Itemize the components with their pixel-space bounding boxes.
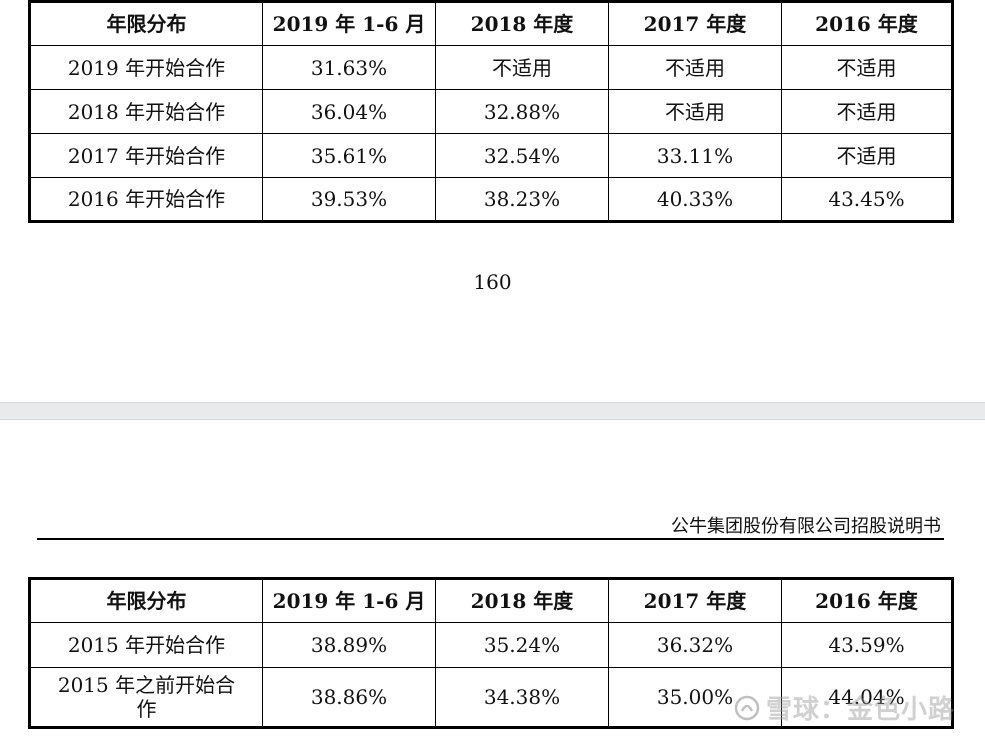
page-separator: [0, 402, 985, 420]
header-cell: 2018 年度: [435, 578, 609, 623]
table-cell: 39.53%: [262, 177, 436, 222]
table-cell: 32.54%: [435, 133, 609, 178]
table-cell: 33.11%: [608, 133, 782, 178]
table-cell: 不适用: [781, 89, 953, 134]
table-cell: 38.23%: [435, 177, 609, 222]
table-cell: 44.04%: [781, 667, 953, 728]
table-cell: 31.63%: [262, 45, 436, 90]
header-cell: 2016 年度: [781, 578, 953, 623]
table-cell: 不适用: [781, 45, 953, 90]
row-label: 2015 年之前开始合作: [29, 667, 263, 728]
table-header-row: 年限分布 2019 年 1-6 月 2018 年度 2017 年度 2016 年…: [29, 1, 953, 46]
snowball-logo-icon: [734, 695, 760, 720]
watermark: 雪球：金色小路: [734, 689, 955, 726]
row-label: 2016 年开始合作: [29, 177, 263, 222]
header-cell: 2019 年 1-6 月: [262, 578, 436, 623]
table-cell: 35.24%: [435, 622, 609, 668]
table-cell: 36.04%: [262, 89, 436, 134]
cooperation-ratio-table: 年限分布 2019 年 1-6 月 2018 年度 2017 年度 2016 年…: [28, 577, 954, 729]
header-cell: 2017 年度: [608, 1, 782, 46]
document-page-lower: 公牛集团股份有限公司招股说明书 年限分布 2019 年 1-6 月 2018 年…: [0, 420, 985, 740]
row-label: 2015 年开始合作: [29, 622, 263, 668]
table-row: 2015 年开始合作 38.89% 35.24% 36.32% 43.59%: [29, 622, 953, 668]
table-row: 2018 年开始合作 36.04% 32.88% 不适用 不适用: [29, 89, 953, 134]
table-row: 2015 年之前开始合作 38.86% 34.38% 35.00% 44.04%: [29, 667, 953, 728]
table-cell: 32.88%: [435, 89, 609, 134]
row-label: 2018 年开始合作: [29, 89, 263, 134]
watermark-text: 雪球：金色小路: [765, 695, 955, 725]
table-cell: 36.32%: [608, 622, 782, 668]
table-cell: 不适用: [608, 89, 782, 134]
table-cell: 不适用: [781, 133, 953, 178]
row-label: 2019 年开始合作: [29, 45, 263, 90]
header-cell: 年限分布: [29, 1, 263, 46]
table-cell: 43.59%: [781, 622, 953, 668]
table-cell: 43.45%: [781, 177, 953, 222]
row-label: 2017 年开始合作: [29, 133, 263, 178]
table-header-row: 年限分布 2019 年 1-6 月 2018 年度 2017 年度 2016 年…: [29, 578, 953, 623]
document-running-header: 公牛集团股份有限公司招股说明书: [671, 516, 941, 537]
document-page-upper: 年限分布 2019 年 1-6 月 2018 年度 2017 年度 2016 年…: [28, 0, 954, 294]
header-rule: [37, 538, 944, 540]
table-cell: 35.61%: [262, 133, 436, 178]
table-cell: 不适用: [608, 45, 782, 90]
table-row: 2016 年开始合作 39.53% 38.23% 40.33% 43.45%: [29, 177, 953, 222]
table-cell: 40.33%: [608, 177, 782, 222]
header-cell: 2017 年度: [608, 578, 782, 623]
header-cell: 2016 年度: [781, 1, 953, 46]
header-cell: 2019 年 1-6 月: [262, 1, 436, 46]
table-cell: 38.86%: [262, 667, 436, 728]
header-cell: 2018 年度: [435, 1, 609, 46]
header-cell: 年限分布: [29, 578, 263, 623]
table-row: 2019 年开始合作 31.63% 不适用 不适用 不适用: [29, 45, 953, 90]
page-number: 160: [473, 270, 512, 294]
table-cell: 34.38%: [435, 667, 609, 728]
table-cell: 38.89%: [262, 622, 436, 668]
table-row: 2017 年开始合作 35.61% 32.54% 33.11% 不适用: [29, 133, 953, 178]
cooperation-ratio-table-continued: 年限分布 2019 年 1-6 月 2018 年度 2017 年度 2016 年…: [28, 0, 954, 223]
table-cell: 不适用: [435, 45, 609, 90]
